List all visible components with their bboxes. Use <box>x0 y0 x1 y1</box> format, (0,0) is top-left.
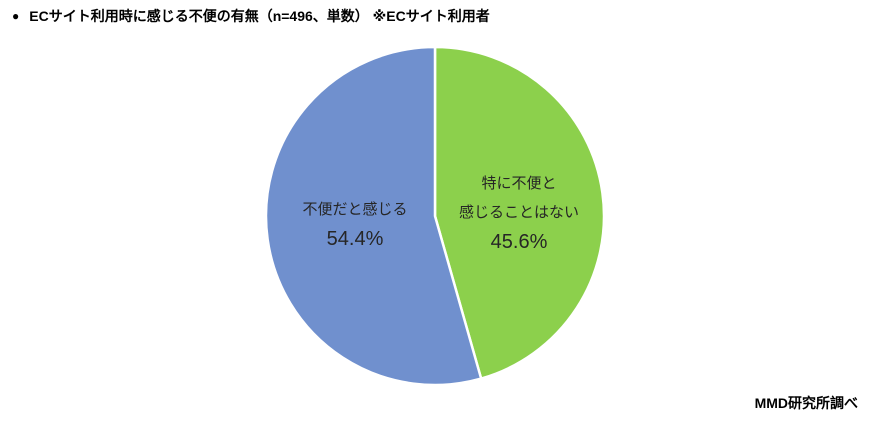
chart-title-row: ● ECサイト利用時に感じる不便の有無（n=496、単数） ※ECサイト利用者 <box>12 6 490 26</box>
source-credit: MMD研究所調べ <box>754 395 858 411</box>
chart-title: ECサイト利用時に感じる不便の有無（n=496、単数） ※ECサイト利用者 <box>29 8 490 24</box>
bullet-icon: ● <box>12 9 20 23</box>
pie-slice-0 <box>433 45 606 380</box>
pie-slice-1 <box>264 45 483 387</box>
